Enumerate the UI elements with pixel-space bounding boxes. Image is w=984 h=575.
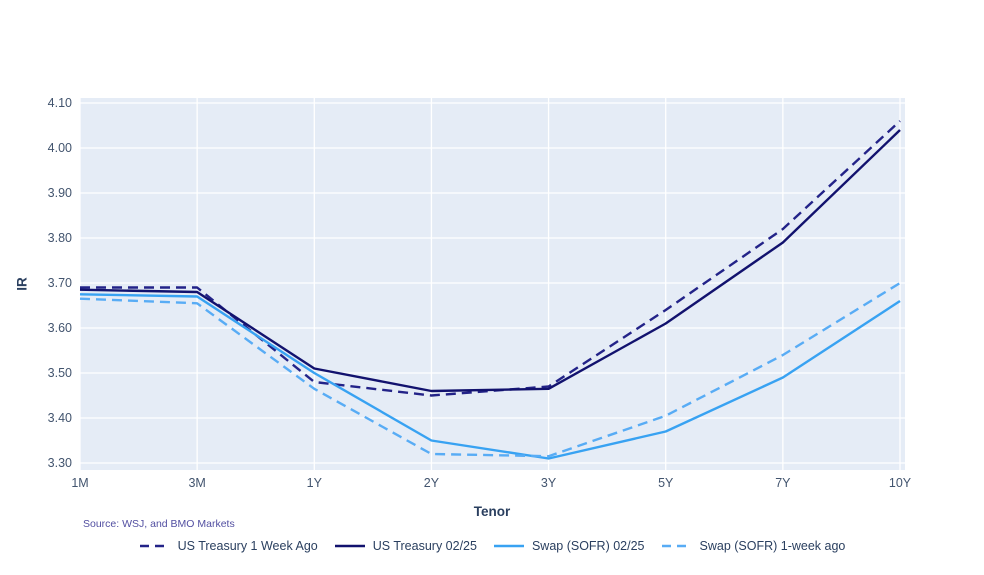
y-tick-label: 3.90 [48, 186, 72, 200]
series-line-0 [80, 120, 901, 397]
legend-swatch-dashed-line-icon [661, 544, 692, 548]
legend: US Treasury 1 Week Ago US Treasury 02/25… [0, 539, 984, 553]
plot-background [80, 98, 905, 470]
x-tick-label: 3Y [541, 476, 557, 490]
y-tick-label: 3.30 [48, 456, 72, 470]
y-tick-label: 4.10 [48, 96, 72, 110]
x-tick-label: 10Y [889, 476, 912, 490]
legend-label: US Treasury 02/25 [372, 539, 477, 553]
x-tick-label: 1M [71, 476, 88, 490]
x-tick-label: 3M [188, 476, 205, 490]
source-note: Source: WSJ, and BMO Markets [83, 518, 235, 530]
y-tick-label: 3.40 [48, 411, 72, 425]
y-tick-label: 3.80 [48, 231, 72, 245]
legend-label: Swap (SOFR) 1-week ago [699, 539, 846, 553]
x-axis-title: Tenor [473, 504, 511, 519]
y-tick-label: 3.60 [48, 321, 72, 335]
y-tick-label: 3.50 [48, 366, 72, 380]
y-tick-label: 3.70 [48, 276, 72, 290]
legend-label: Swap (SOFR) 02/25 [531, 539, 645, 553]
legend-item-swap-sofr-1-week-ago[interactable]: Swap (SOFR) 1-week ago [661, 539, 846, 553]
legend-swatch-dashed-line-icon [139, 544, 170, 548]
series-line-1 [79, 129, 901, 393]
series-line-3 [79, 281, 901, 458]
x-tick-label: 2Y [424, 476, 440, 490]
legend-item-us-treasury-current[interactable]: US Treasury 02/25 [334, 539, 477, 553]
x-tick-label: 1Y [307, 476, 323, 490]
y-tick-label: 4.00 [48, 141, 72, 155]
y-axis-title: IR [14, 277, 30, 291]
legend-label: US Treasury 1 Week Ago [177, 539, 318, 553]
legend-item-swap-sofr-current[interactable]: Swap (SOFR) 02/25 [493, 539, 645, 553]
x-tick-label: 5Y [658, 476, 674, 490]
legend-item-us-treasury-1-week-ago[interactable]: US Treasury 1 Week Ago [139, 539, 318, 553]
legend-swatch-solid-line-icon [334, 544, 365, 548]
x-tick-label: 7Y [775, 476, 791, 490]
legend-swatch-solid-line-icon [493, 544, 524, 548]
series-line-2 [79, 293, 901, 460]
